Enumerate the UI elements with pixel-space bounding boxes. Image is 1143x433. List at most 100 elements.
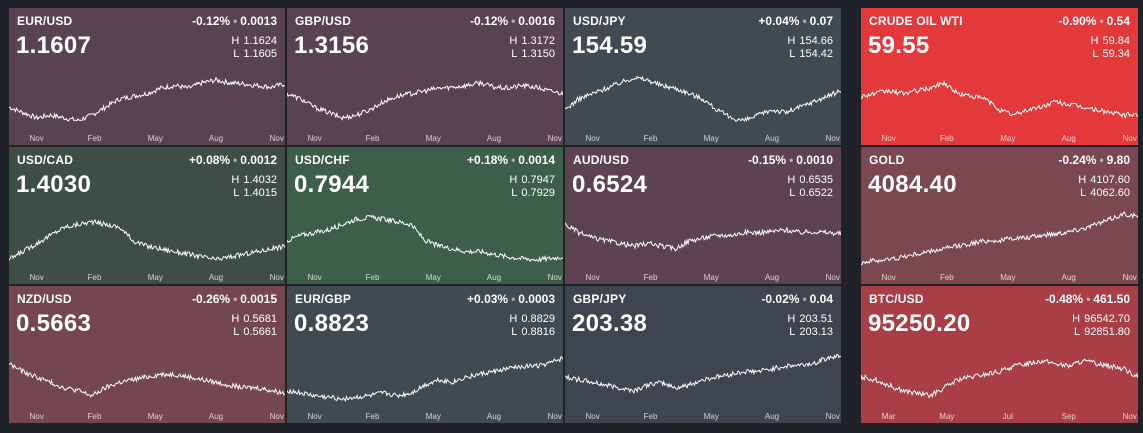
separator-dot: • — [1099, 153, 1104, 167]
quote-tile-gbp-jpy[interactable]: GBP/JPY -0.02% • 0.04 203.38 H 203.51 L 203.… — [565, 286, 841, 423]
high-prefix: H — [787, 35, 796, 47]
change-absolute: 0.54 — [1106, 14, 1130, 28]
change-absolute: 9.80 — [1106, 153, 1130, 167]
last-price: 1.4030 — [16, 171, 92, 198]
symbol-label: CRUDE OIL WTI — [869, 14, 963, 28]
low-value: 0.5661 — [243, 326, 277, 338]
change-absolute: 0.0015 — [240, 292, 277, 306]
month-axis: Nov Feb May Aug Nov — [861, 272, 1138, 282]
quote-tile-aud-usd[interactable]: AUD/USD -0.15% • 0.0010 0.6524 H 0.6535 L 0.… — [565, 147, 841, 284]
month-tick-label: Nov — [1122, 134, 1137, 143]
month-tick-label: Feb — [939, 134, 954, 143]
month-axis: Mar May Jul Sep Nov — [861, 411, 1138, 421]
quote-tile-usd-chf[interactable]: USD/CHF +0.18% • 0.0014 0.7944 H 0.7947 L 0.… — [287, 147, 563, 284]
month-axis: Nov Feb May Aug Nov — [565, 133, 841, 143]
high-value: 1.4032 — [243, 174, 277, 186]
high-low-readout: H 1.3172 L 1.3150 — [509, 35, 555, 61]
month-tick-label: May — [703, 134, 719, 143]
quote-tile-gbp-usd[interactable]: GBP/USD -0.12% • 0.0016 1.3156 H 1.3172 L 1.… — [287, 8, 563, 145]
month-tick-label: Feb — [643, 134, 658, 143]
last-price: 0.8823 — [294, 310, 370, 337]
low-value: 59.34 — [1102, 48, 1130, 60]
change-percent: +0.08% — [189, 153, 231, 167]
month-tick-label: Nov — [881, 273, 896, 282]
month-tick-label: May — [147, 134, 163, 143]
month-tick-label: Sep — [1061, 412, 1076, 421]
symbol-label: GBP/JPY — [573, 292, 627, 306]
month-tick-label: Feb — [643, 412, 658, 421]
month-tick-label: Nov — [825, 273, 840, 282]
price-sparkline — [9, 76, 285, 122]
quote-tile-usd-jpy[interactable]: USD/JPY +0.04% • 0.07 154.59 H 154.66 L 154.… — [565, 8, 841, 145]
change-absolute: 461.50 — [1093, 292, 1130, 306]
month-tick-label: Nov — [585, 412, 600, 421]
change-absolute: 0.07 — [809, 14, 833, 28]
quote-tile-btc-usd[interactable]: BTC/USD -0.48% • 461.50 95250.20 H 96542.70… — [861, 286, 1138, 423]
change-readout: +0.04% • 0.07 — [758, 14, 833, 28]
month-tick-label: Nov — [269, 134, 284, 143]
separator-dot: • — [1099, 14, 1104, 28]
low-prefix: L — [1073, 326, 1081, 338]
high-low-readout: H 154.66 L 154.42 — [787, 35, 833, 61]
change-percent: -0.15% — [748, 153, 787, 167]
sparkline-path — [565, 75, 841, 123]
last-price: 0.6524 — [572, 171, 648, 198]
change-readout: -0.02% • 0.04 — [761, 292, 833, 306]
month-tick-label: Nov — [825, 412, 840, 421]
high-low-readout: H 4107.60 L 4062.60 — [1078, 174, 1130, 200]
separator-dot: • — [511, 292, 516, 306]
high-value: 0.8829 — [521, 313, 555, 325]
high-low-readout: H 203.51 L 203.13 — [787, 313, 833, 339]
month-axis: Nov Feb May Aug Nov — [9, 272, 285, 282]
quote-tile-eur-gbp[interactable]: EUR/GBP +0.03% • 0.0003 0.8823 H 0.8829 L 0.… — [287, 286, 563, 423]
change-percent: -0.12% — [192, 14, 231, 28]
change-absolute: 0.0003 — [518, 292, 555, 306]
change-absolute: 0.0012 — [240, 153, 277, 167]
change-percent: +0.03% — [467, 292, 509, 306]
quote-tile-nzd-usd[interactable]: NZD/USD -0.26% • 0.0015 0.5663 H 0.5681 L 0.… — [9, 286, 285, 423]
high-value: 0.6535 — [799, 174, 833, 186]
change-readout: -0.48% • 461.50 — [1045, 292, 1130, 306]
sparkline-path — [861, 211, 1138, 265]
high-value: 0.7947 — [521, 174, 555, 186]
month-tick-label: Aug — [764, 273, 780, 282]
low-value: 92851.80 — [1084, 326, 1130, 338]
price-sparkline — [287, 214, 563, 263]
quote-tile-eur-usd[interactable]: EUR/USD -0.12% • 0.0013 1.1607 H 1.1624 L 1.… — [9, 8, 285, 145]
separator-dot: • — [233, 153, 238, 167]
quote-tile-gold[interactable]: GOLD -0.24% • 9.80 4084.40 H 4107.60 L 4062.… — [861, 147, 1138, 284]
quote-tile-crude-oil-wti[interactable]: CRUDE OIL WTI -0.90% • 0.54 59.55 H 59.84 L… — [861, 8, 1138, 145]
change-absolute: 0.04 — [809, 292, 833, 306]
price-sparkline — [287, 356, 563, 403]
high-low-readout: H 0.5681 L 0.5661 — [231, 313, 277, 339]
month-tick-label: May — [1000, 273, 1016, 282]
high-prefix: H — [1090, 35, 1099, 47]
low-prefix: L — [1080, 187, 1087, 199]
month-tick-label: Nov — [825, 134, 840, 143]
low-prefix: L — [233, 326, 240, 338]
month-tick-label: May — [1000, 134, 1016, 143]
sparkline-path — [861, 358, 1138, 399]
sparkline-path — [287, 214, 563, 263]
change-absolute: 0.0013 — [240, 14, 277, 28]
price-sparkline — [861, 211, 1138, 265]
sparkline-path — [9, 76, 285, 122]
month-tick-label: Feb — [87, 273, 102, 282]
month-tick-label: Aug — [486, 273, 502, 282]
separator-dot: • — [511, 14, 516, 28]
low-prefix: L — [233, 48, 240, 60]
high-value: 154.66 — [799, 35, 833, 47]
month-tick-label: Nov — [547, 273, 562, 282]
high-value: 0.5681 — [243, 313, 277, 325]
month-axis: Nov Feb May Aug Nov — [287, 133, 563, 143]
month-tick-label: Feb — [87, 412, 102, 421]
high-low-readout: H 0.8829 L 0.8816 — [509, 313, 555, 339]
month-tick-label: Nov — [585, 134, 600, 143]
low-value: 1.3150 — [521, 48, 555, 60]
symbol-label: USD/CHF — [295, 153, 350, 167]
low-prefix: L — [233, 187, 240, 199]
change-absolute: 0.0014 — [518, 153, 555, 167]
month-tick-label: Feb — [87, 134, 102, 143]
month-tick-label: Nov — [547, 412, 562, 421]
quote-tile-usd-cad[interactable]: USD/CAD +0.08% • 0.0012 1.4030 H 1.4032 L 1.… — [9, 147, 285, 284]
